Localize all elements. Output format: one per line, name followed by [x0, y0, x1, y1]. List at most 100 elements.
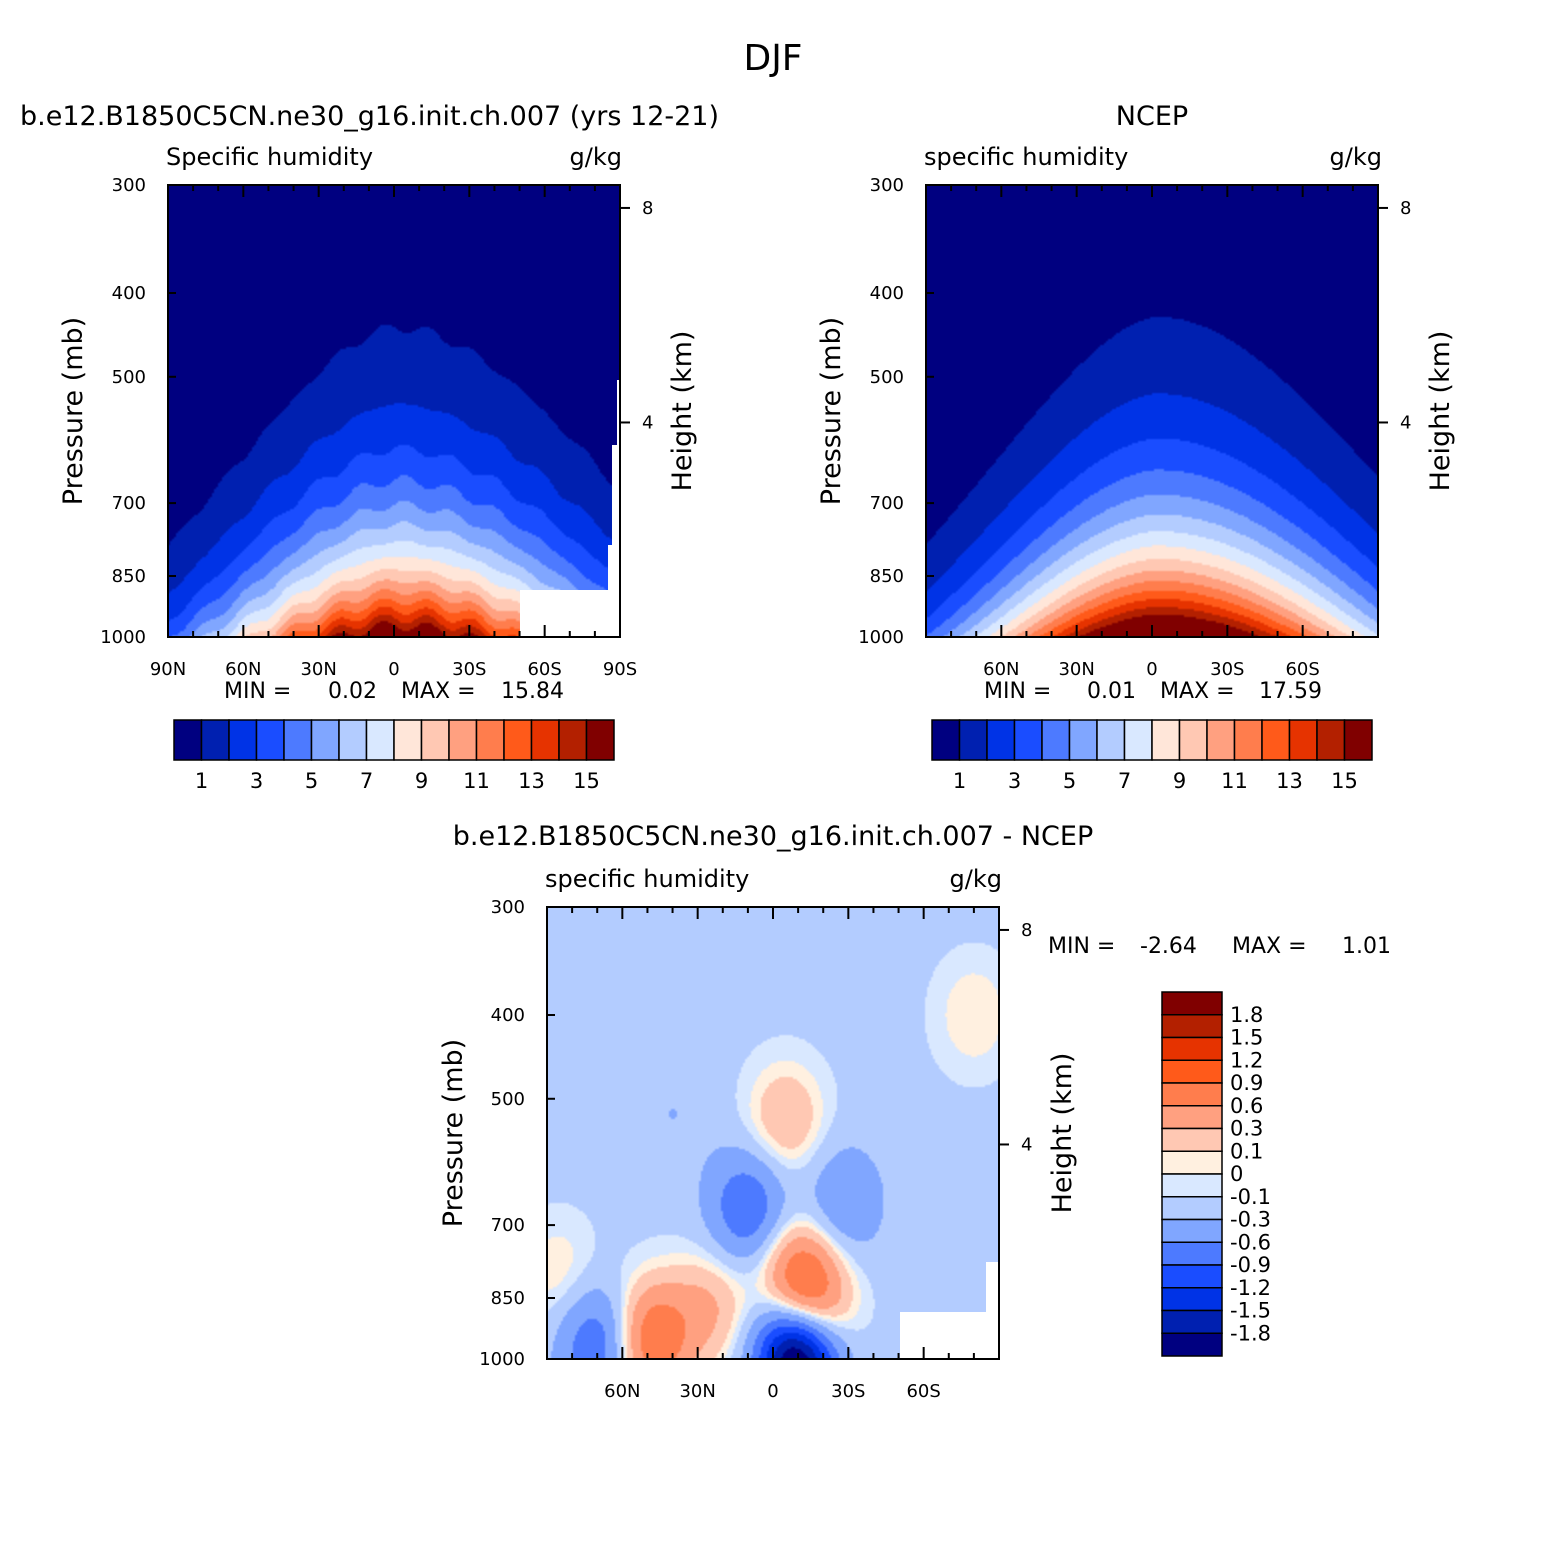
colorbar-swatch [1161, 1218, 1223, 1243]
colorbar-swatch [1151, 719, 1181, 761]
colorbar-label: 9 [415, 769, 428, 793]
x-tick-label: 90N [150, 659, 186, 680]
x-tick-label: 30S [452, 659, 486, 680]
colorbar-label: -1.2 [1230, 1276, 1271, 1300]
y-tick-label: 500 [112, 367, 146, 388]
x-tick-label: 60S [527, 659, 561, 680]
colorbar-label: 0.1 [1230, 1139, 1263, 1163]
x-tick-label: 0 [1146, 659, 1157, 680]
plot-area [167, 184, 621, 638]
colorbar-swatch [1161, 991, 1223, 1016]
colorbar-label: 0.6 [1230, 1094, 1263, 1118]
panel-title: b.e12.B1850C5CN.ne30_g16.init.ch.007 - N… [453, 821, 1094, 852]
max-value: 17.59 [1259, 679, 1322, 704]
colorbar-label: 3 [250, 769, 263, 793]
colorbar-label: 15 [1331, 769, 1358, 793]
colorbar-label: -0.3 [1230, 1208, 1271, 1232]
colorbar-swatch [931, 719, 961, 761]
max-label: MAX = [1160, 679, 1235, 704]
colorbar-swatch [1288, 719, 1318, 761]
y-tick-label: 700 [491, 1215, 525, 1236]
x-ticks: 60N 30N 0 30S 60S [925, 185, 1379, 680]
y-ticks-left: 300 400 500 700 850 1000 [858, 175, 934, 648]
colorbar-swatch [1161, 1241, 1223, 1266]
y-tick-label: 400 [491, 1005, 525, 1026]
colorbar-swatch [420, 719, 450, 761]
colorbar-swatch [585, 719, 615, 761]
colorbar-swatch [365, 719, 395, 761]
y-tick-label: 1000 [100, 627, 146, 648]
colorbar-swatch [1161, 1036, 1223, 1061]
colorbar-label: -0.1 [1230, 1185, 1271, 1209]
colorbar-label: 5 [1063, 769, 1076, 793]
colorbar-label: 1.5 [1230, 1026, 1263, 1050]
colorbar-swatch [1161, 1264, 1223, 1289]
colorbar-swatch [200, 719, 230, 761]
y-tick-label: 700 [870, 493, 904, 514]
colorbar-label: 13 [1276, 769, 1303, 793]
colorbar-swatch [1068, 719, 1098, 761]
colorbar-label: 11 [1221, 769, 1248, 793]
height-tick-label: 4 [1400, 412, 1411, 433]
units-label: g/kg [1330, 143, 1382, 171]
x-tick-label: 90S [603, 659, 637, 680]
panel-model: b.e12.B1850C5CN.ne30_g16.init.ch.007 (yr… [20, 101, 719, 793]
y-tick-label: 500 [491, 1089, 525, 1110]
colorbar-label: 7 [1118, 769, 1131, 793]
colorbar-label: 0.3 [1230, 1117, 1263, 1141]
x-tick-label: 60N [983, 659, 1019, 680]
missing-data-mask [986, 1262, 999, 1314]
colorbar: 1.81.51.20.90.60.30.10-0.1-0.3-0.6-0.9-1… [1161, 991, 1271, 1357]
panel-title: NCEP [1116, 101, 1188, 132]
height-tick-label: 4 [1021, 1134, 1032, 1155]
colorbar-label: 0.9 [1230, 1071, 1263, 1095]
units-label: g/kg [950, 865, 1002, 893]
colorbar-swatch [1161, 1105, 1223, 1130]
panel-difference: b.e12.B1850C5CN.ne30_g16.init.ch.007 - N… [438, 821, 1391, 1402]
panel-ncep: NCEP specific humidity g/kg 300400500700… [816, 101, 1456, 793]
x-tick-label: 30N [1058, 659, 1094, 680]
y-axis-label: Pressure (mb) [816, 317, 847, 505]
y-tick-label: 300 [491, 897, 525, 918]
y-ticks-right: 84 [999, 920, 1032, 1155]
colorbar-label: 1 [195, 769, 208, 793]
colorbar-swatch [310, 719, 340, 761]
colorbar-label: 3 [1008, 769, 1021, 793]
x-tick-label: 30S [831, 1381, 865, 1402]
colorbar-swatch [338, 719, 368, 761]
colorbar-label: -0.9 [1230, 1253, 1271, 1277]
x-tick-label: 30N [679, 1381, 715, 1402]
y-tick-label: 850 [491, 1288, 525, 1309]
x-tick-label: 0 [388, 659, 399, 680]
colorbar-swatch [173, 719, 203, 761]
height-tick-label: 4 [642, 412, 653, 433]
x-ticks: 60N 30N 0 30S 60S [546, 907, 1000, 1402]
colorbar-label: 13 [518, 769, 545, 793]
y-ticks-right: 84 [1378, 198, 1411, 433]
variable-label: specific humidity [545, 865, 749, 893]
colorbar: 1 3 5 7 9 11 13 15 [173, 719, 615, 793]
min-label: MIN = [984, 679, 1051, 704]
x-tick-label: 30S [1210, 659, 1244, 680]
colorbar-swatch [1316, 719, 1346, 761]
colorbar-swatch [1161, 1082, 1223, 1107]
colorbar-swatch [1161, 1287, 1223, 1312]
min-label: MIN = [1048, 934, 1115, 959]
contour-field [547, 907, 999, 1359]
colorbar-label: 15 [573, 769, 600, 793]
colorbar-swatch [1123, 719, 1153, 761]
missing-data-mask [900, 1312, 999, 1359]
variable-label: specific humidity [924, 143, 1128, 171]
colorbar-swatch [1041, 719, 1071, 761]
y-tick-label: 1000 [858, 627, 904, 648]
y-tick-label: 1000 [479, 1349, 525, 1370]
colorbar-swatch [228, 719, 258, 761]
colorbar-label: 7 [360, 769, 373, 793]
min-value: -2.64 [1140, 934, 1197, 959]
missing-data-mask [608, 545, 621, 593]
colorbar-swatch [1161, 1014, 1223, 1039]
y-tick-label: 300 [870, 175, 904, 196]
colorbar-label: 11 [463, 769, 490, 793]
y-axis-label-right: Height (km) [667, 331, 698, 492]
missing-data-mask [612, 445, 621, 547]
